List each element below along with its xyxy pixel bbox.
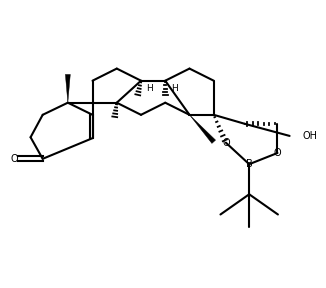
Text: O: O: [222, 138, 230, 148]
Text: H: H: [146, 84, 153, 93]
Text: O: O: [11, 154, 19, 164]
Polygon shape: [65, 74, 70, 103]
Text: H: H: [171, 84, 178, 93]
Text: B: B: [246, 159, 253, 169]
Polygon shape: [189, 115, 215, 143]
Text: OH: OH: [302, 131, 317, 141]
Text: O: O: [274, 148, 281, 158]
